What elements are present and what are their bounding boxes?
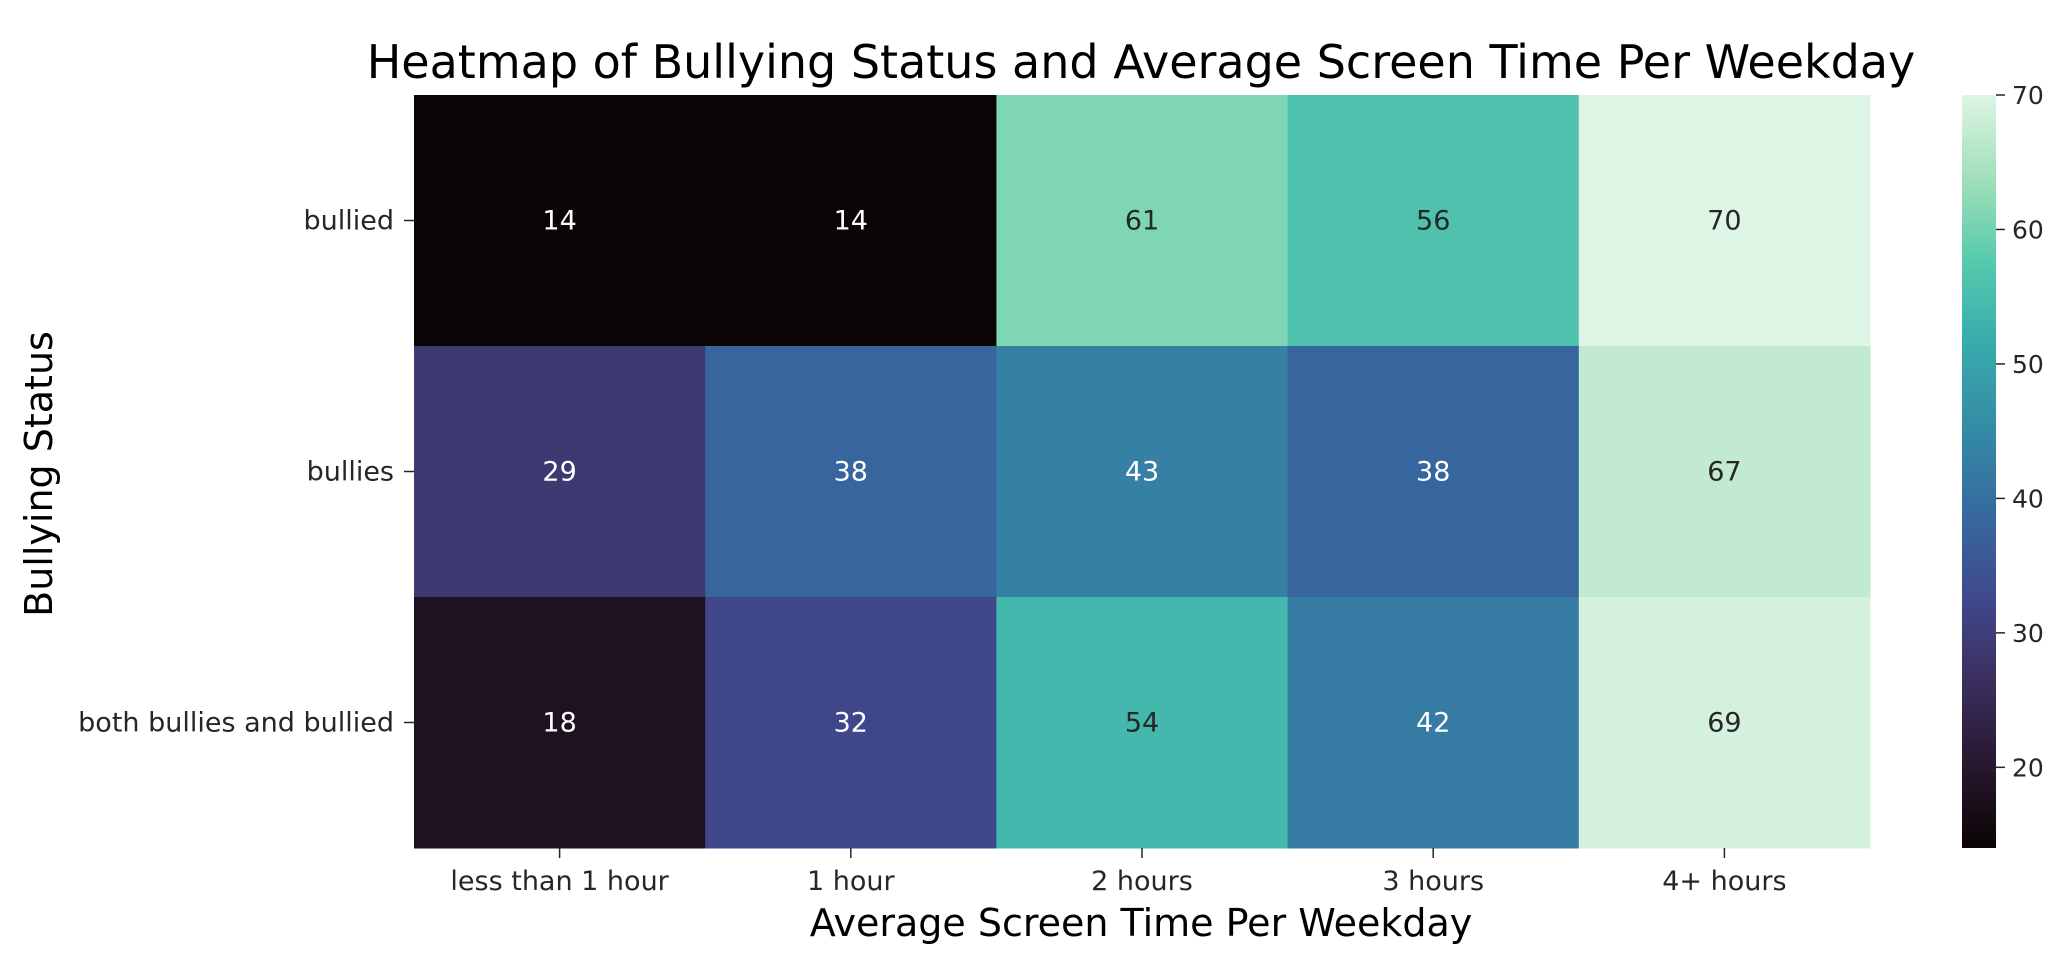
cell-value-label: 38 — [834, 457, 868, 488]
heatmap-cell — [1578, 597, 1871, 849]
cell-value-label: 54 — [1125, 708, 1159, 739]
y-tick-label: bullied — [303, 206, 394, 237]
heatmap-cell — [1578, 95, 1871, 347]
heatmap-cell — [1287, 597, 1580, 849]
chart-title: Heatmap of Bullying Status and Average S… — [367, 35, 1916, 89]
cell-value-label: 61 — [1125, 206, 1159, 237]
heatmap-cell — [705, 95, 997, 347]
x-tick-label: 2 hours — [1091, 866, 1193, 897]
y-tick-label: bullies — [307, 457, 394, 488]
colorbar-tick-label: 70 — [2012, 81, 2044, 110]
x-axis-ticks: less than 1 hour 1 hour 2 hours 3 hours 4+ h… — [450, 848, 1787, 897]
colorbar-tick-label: 60 — [2012, 215, 2044, 244]
cell-value-label: 32 — [834, 708, 868, 739]
cell-value-label: 18 — [542, 708, 576, 739]
heatmap-cell — [1287, 95, 1580, 347]
colorbar-gradient — [1962, 95, 1996, 848]
cell-value-label: 38 — [1416, 457, 1450, 488]
y-tick-label: both bullies and bullied — [78, 708, 394, 739]
heatmap-cells — [414, 95, 1871, 849]
cell-value-label: 42 — [1416, 708, 1450, 739]
heatmap-cell — [996, 597, 1289, 849]
cell-value-label: 56 — [1416, 206, 1450, 237]
cell-value-label: 69 — [1707, 708, 1741, 739]
x-tick-label: 4+ hours — [1662, 866, 1786, 897]
y-axis-label: Bullying Status — [17, 331, 61, 617]
heatmap-cell — [996, 346, 1289, 598]
heatmap-cell — [1287, 346, 1580, 598]
cell-value-label: 67 — [1707, 457, 1741, 488]
heatmap-cell-labels: 14 14 61 56 70 29 38 43 38 67 18 32 54 42 69 — [542, 206, 1741, 739]
cell-value-label: 43 — [1125, 457, 1159, 488]
heatmap-cell — [1578, 346, 1871, 598]
x-tick-label: 3 hours — [1382, 866, 1484, 897]
cell-value-label: 29 — [542, 457, 576, 488]
heatmap-cell — [414, 346, 706, 598]
x-axis-label: Average Screen Time Per Weekday — [810, 901, 1473, 945]
heatmap-cell — [414, 597, 706, 849]
colorbar-tick-label: 30 — [2012, 619, 2044, 648]
y-axis-ticks: bullied bullies both bullies and bullied — [78, 206, 414, 739]
cell-value-label: 70 — [1707, 206, 1741, 237]
cell-value-label: 14 — [834, 206, 868, 237]
cell-value-label: 14 — [542, 206, 576, 237]
heatmap-cell — [705, 346, 997, 598]
heatmap-cell — [996, 95, 1289, 347]
heatmap-cell — [414, 95, 706, 347]
colorbar-ticks: 20 30 40 50 60 70 — [1996, 81, 2044, 782]
colorbar: 20 30 40 50 60 70 — [1962, 81, 2044, 848]
x-tick-label: 1 hour — [807, 866, 896, 897]
colorbar-tick-label: 20 — [2012, 753, 2044, 782]
colorbar-tick-label: 50 — [2012, 350, 2044, 379]
x-tick-label: less than 1 hour — [450, 866, 669, 897]
heatmap-cell — [705, 597, 997, 849]
colorbar-tick-label: 40 — [2012, 484, 2044, 513]
